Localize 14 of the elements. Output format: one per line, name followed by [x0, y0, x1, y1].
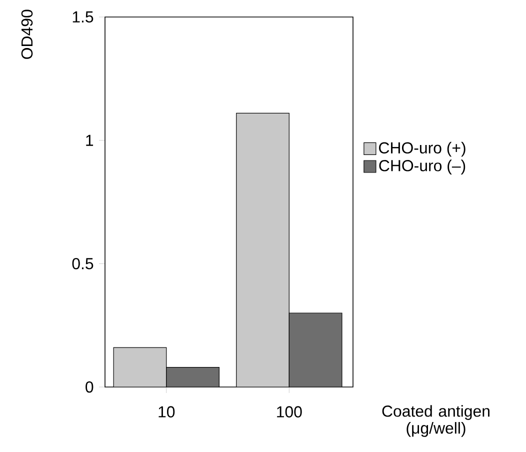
y-axis-title: OD490 [21, 10, 33, 59]
bar [288, 312, 342, 387]
x-tick-label: 10 [158, 406, 175, 418]
bar [113, 347, 167, 387]
y-tick-label: 0.5 [72, 258, 94, 270]
x-axis-title: Coated antigen (μg/well) [382, 405, 490, 437]
x-tick-label: 100 [277, 406, 302, 418]
bar [166, 366, 220, 387]
legend-label: CHO-uro (–) [379, 160, 466, 174]
legend-label: CHO-uro (+) [379, 142, 466, 157]
y-tick-label: 1 [86, 134, 94, 146]
y-tick-label: 0 [86, 381, 94, 393]
y-tick-label: 1.5 [72, 11, 94, 23]
bar [236, 112, 290, 387]
